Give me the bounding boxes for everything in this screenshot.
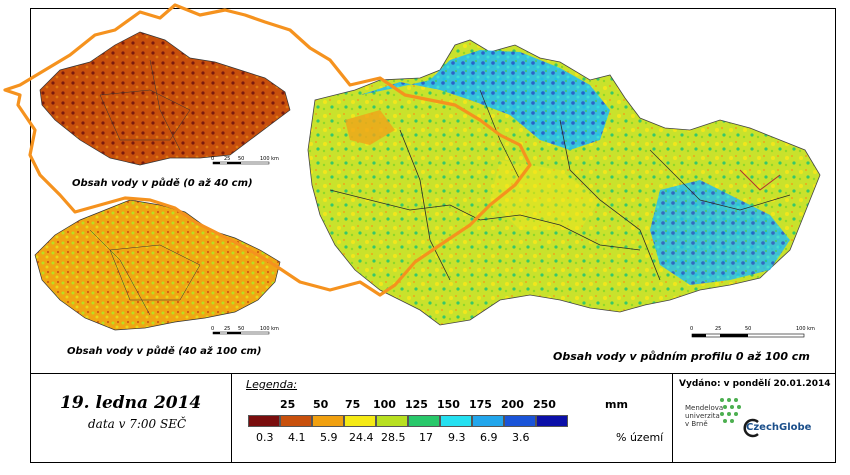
- time-label: data v 7:00 SEČ: [88, 417, 187, 431]
- legend-mm-200: 200: [501, 398, 524, 411]
- mendel-logo: [718, 396, 744, 430]
- legend-pct: 4.1: [288, 431, 306, 444]
- institution-name: Mendelova univerzita v Brně: [685, 404, 724, 428]
- legend-pct: 17: [419, 431, 433, 444]
- legend-pct-unit: % území: [616, 431, 664, 444]
- topsoil-map: [39, 31, 291, 166]
- scale-bar-main: [691, 333, 805, 338]
- legend-mm-125: 125: [405, 398, 428, 411]
- subsoil-map: [34, 199, 281, 331]
- legend-mm-75: 75: [345, 398, 361, 411]
- subsoil-caption: Obsah vody v půdě (40 až 100 cm): [67, 346, 262, 357]
- legend-mm-100: 100: [373, 398, 396, 411]
- legend-swatch: [504, 415, 536, 427]
- legend-swatch: [376, 415, 408, 427]
- scale-bar-subsoil: [212, 331, 270, 335]
- legend-swatch: [280, 415, 312, 427]
- legend-swatches: [248, 415, 568, 427]
- czechglobe-text: CzechGlobe: [746, 422, 812, 433]
- legend-pct: 28.5: [381, 431, 406, 444]
- legend-pct: 0.3: [256, 431, 274, 444]
- scale-label-0: 0: [690, 326, 694, 332]
- issued-label: Vydáno: v pondělí 20.01.2014: [679, 379, 831, 389]
- scale-label-50-sub: 50: [238, 326, 245, 332]
- legend-pct: 5.9: [320, 431, 338, 444]
- scale-label-100: 100 km: [796, 326, 815, 332]
- czechglobe-logo: [742, 418, 762, 438]
- scale-label-0-top: 0: [211, 156, 215, 162]
- legend-swatch: [312, 415, 344, 427]
- legend-swatch: [472, 415, 504, 427]
- map-frame: [30, 8, 836, 463]
- scale-label-25: 25: [715, 326, 722, 332]
- legend-swatch: [248, 415, 280, 427]
- scale-label-100-top: 100 km: [260, 156, 279, 162]
- legend-mm-unit: mm: [605, 398, 628, 411]
- legend-pct: 6.9: [480, 431, 498, 444]
- legend-mm-50: 50: [313, 398, 329, 411]
- legend-pct: 3.6: [512, 431, 530, 444]
- date-label: 19. ledna 2014: [60, 393, 202, 413]
- legend-title: Legenda:: [246, 378, 298, 391]
- legend-swatch: [344, 415, 376, 427]
- legend-swatch: [440, 415, 472, 427]
- legend-pct: 9.3: [448, 431, 466, 444]
- topsoil-caption: Obsah vody v půdě (0 až 40 cm): [72, 178, 253, 189]
- legend-pct: 24.4: [349, 431, 374, 444]
- scale-label-50: 50: [745, 326, 752, 332]
- legend-mm-250: 250: [533, 398, 556, 411]
- legend-mm-150: 150: [437, 398, 460, 411]
- main-map-caption: Obsah vody v půdním profilu 0 až 100 cm: [553, 350, 810, 363]
- legend-swatch: [408, 415, 440, 427]
- footer-separator-left: [231, 373, 232, 463]
- scale-label-50-top: 50: [238, 156, 245, 162]
- legend-mm-25: 25: [280, 398, 296, 411]
- legend-mm-175: 175: [469, 398, 492, 411]
- scale-bar-topsoil: [212, 161, 270, 165]
- scale-label-100-sub: 100 km: [260, 326, 279, 332]
- legend-swatch: [536, 415, 568, 427]
- main-map: [307, 39, 821, 326]
- scale-label-0-sub: 0: [211, 326, 215, 332]
- scale-label-25-top: 25: [224, 156, 231, 162]
- scale-label-25-sub: 25: [224, 326, 231, 332]
- footer-separator-right: [672, 373, 673, 463]
- footer-divider: [30, 373, 836, 374]
